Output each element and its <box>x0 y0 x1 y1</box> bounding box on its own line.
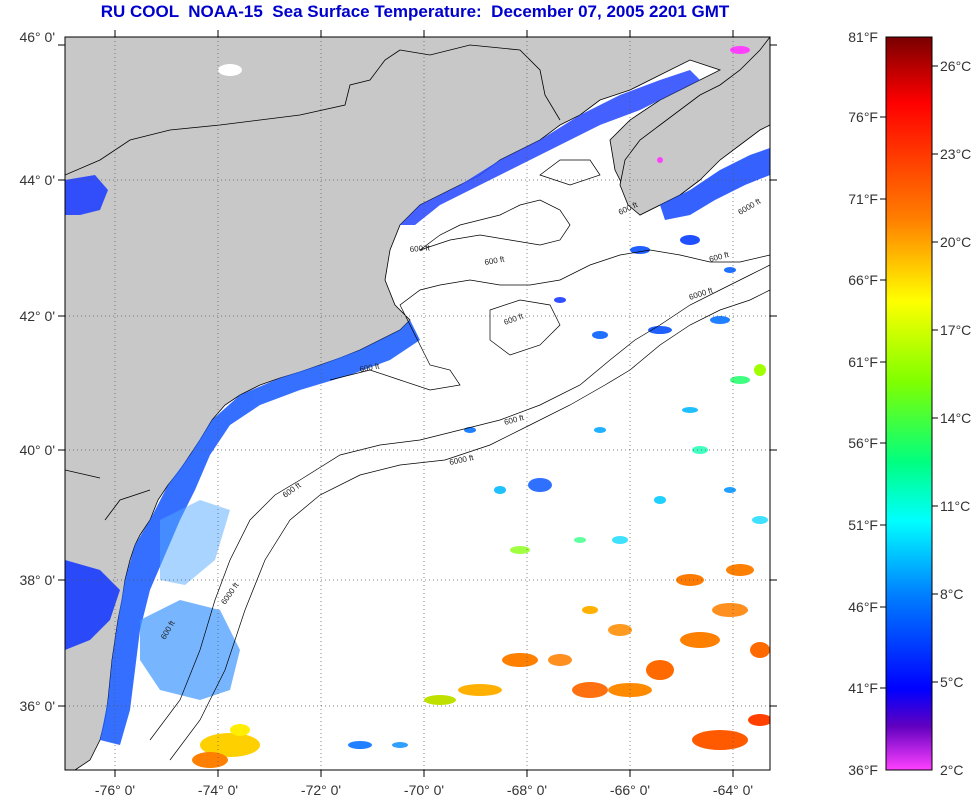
celsius-labels: 26°C 23°C 20°C 17°C 14°C 11°C 8°C 5°C 2°… <box>940 58 971 778</box>
sst-coastal-band <box>65 70 770 745</box>
contour-label: 600 ft <box>359 361 381 373</box>
celsius-label: 26°C <box>940 58 971 74</box>
celsius-label: 11°C <box>940 498 970 514</box>
lat-label: 38° 0' <box>19 572 55 588</box>
color-bar: 81°F 76°F 71°F 66°F 61°F 56°F 51°F 46°F … <box>848 29 971 778</box>
lon-label: -76° 0' <box>95 782 135 798</box>
fahrenheit-label: 41°F <box>848 680 878 696</box>
fahrenheit-label: 71°F <box>848 191 878 207</box>
map-frame <box>64 36 771 771</box>
fahrenheit-label: 36°F <box>848 762 878 778</box>
graticule <box>65 37 770 770</box>
map-title: RU COOL NOAA-15 Sea Surface Temperature:… <box>100 2 730 21</box>
map-panel: 600 ft 600 ft 600 ft 6000 ft 600 ft 6000… <box>65 37 770 770</box>
lat-label: 36° 0' <box>19 698 55 714</box>
celsius-label: 14°C <box>940 410 971 426</box>
fahrenheit-label: 66°F <box>848 272 878 288</box>
fahrenheit-labels: 81°F 76°F 71°F 66°F 61°F 56°F 51°F 46°F … <box>848 29 878 778</box>
political-borders <box>65 44 561 521</box>
celsius-label: 20°C <box>940 234 971 250</box>
contour-label: 600 ft <box>484 254 506 266</box>
contour-label: 600 ft <box>409 243 430 254</box>
fahrenheit-label: 61°F <box>848 354 878 370</box>
fahrenheit-label: 56°F <box>848 435 878 451</box>
map-ticks <box>58 30 777 777</box>
sst-scattered-patches <box>218 46 768 749</box>
lon-label: -64° 0' <box>713 782 753 798</box>
fahrenheit-label: 81°F <box>848 29 878 45</box>
celsius-label: 23°C <box>940 146 971 162</box>
celsius-label: 5°C <box>940 674 964 690</box>
celsius-label: 8°C <box>940 586 964 602</box>
lat-label: 44° 0' <box>19 172 55 188</box>
lat-label: 46° 0' <box>19 29 55 45</box>
color-bar-ticks <box>880 65 938 689</box>
longitude-labels: -76° 0' -74° 0' -72° 0' -70° 0' -68° 0' … <box>95 782 753 798</box>
lon-label: -74° 0' <box>198 782 238 798</box>
bathymetry-contours <box>149 159 770 761</box>
lat-label: 42° 0' <box>19 308 55 324</box>
lon-label: -70° 0' <box>404 782 444 798</box>
celsius-label: 17°C <box>940 322 971 338</box>
fahrenheit-label: 51°F <box>848 517 878 533</box>
lon-label: -68° 0' <box>507 782 547 798</box>
latitude-labels: 46° 0' 44° 0' 42° 0' 40° 0' 38° 0' 36° 0… <box>19 29 55 714</box>
lat-label: 40° 0' <box>19 442 55 458</box>
nova-scotia <box>619 37 770 216</box>
fahrenheit-label: 46°F <box>848 599 878 615</box>
lon-label: -72° 0' <box>301 782 341 798</box>
color-bar-gradient <box>885 36 933 771</box>
sst-gulf-stream-patches <box>192 564 770 768</box>
lon-label: -66° 0' <box>610 782 650 798</box>
celsius-label: 2°C <box>940 762 964 778</box>
fahrenheit-label: 76°F <box>848 109 878 125</box>
